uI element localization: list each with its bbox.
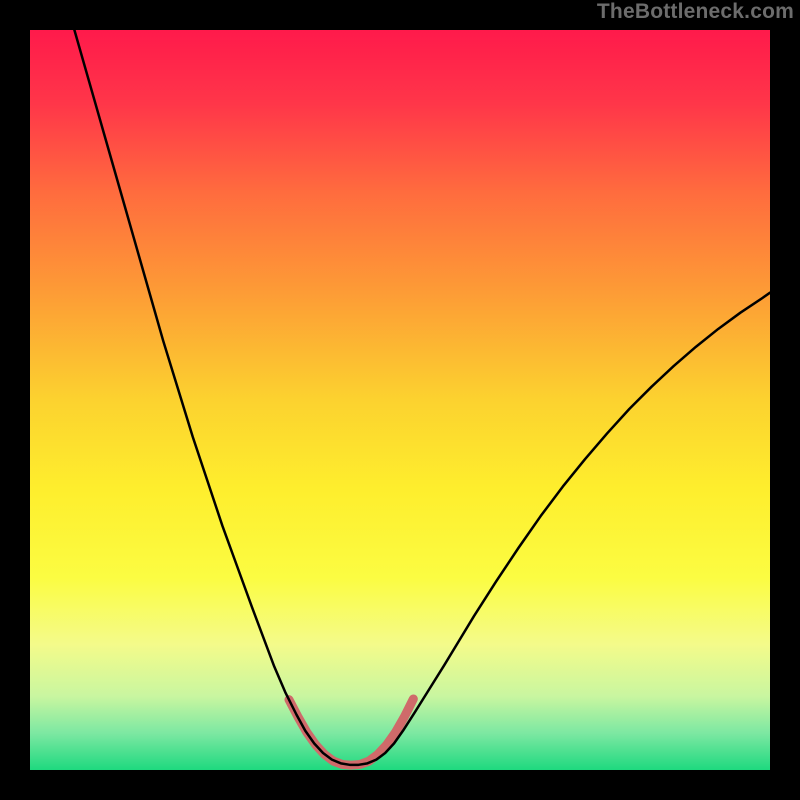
chart-frame: TheBottleneck.com bbox=[0, 0, 800, 800]
watermark-text: TheBottleneck.com bbox=[597, 0, 794, 24]
gradient-background bbox=[30, 30, 770, 770]
chart-svg bbox=[30, 30, 770, 770]
plot-area bbox=[30, 30, 770, 770]
